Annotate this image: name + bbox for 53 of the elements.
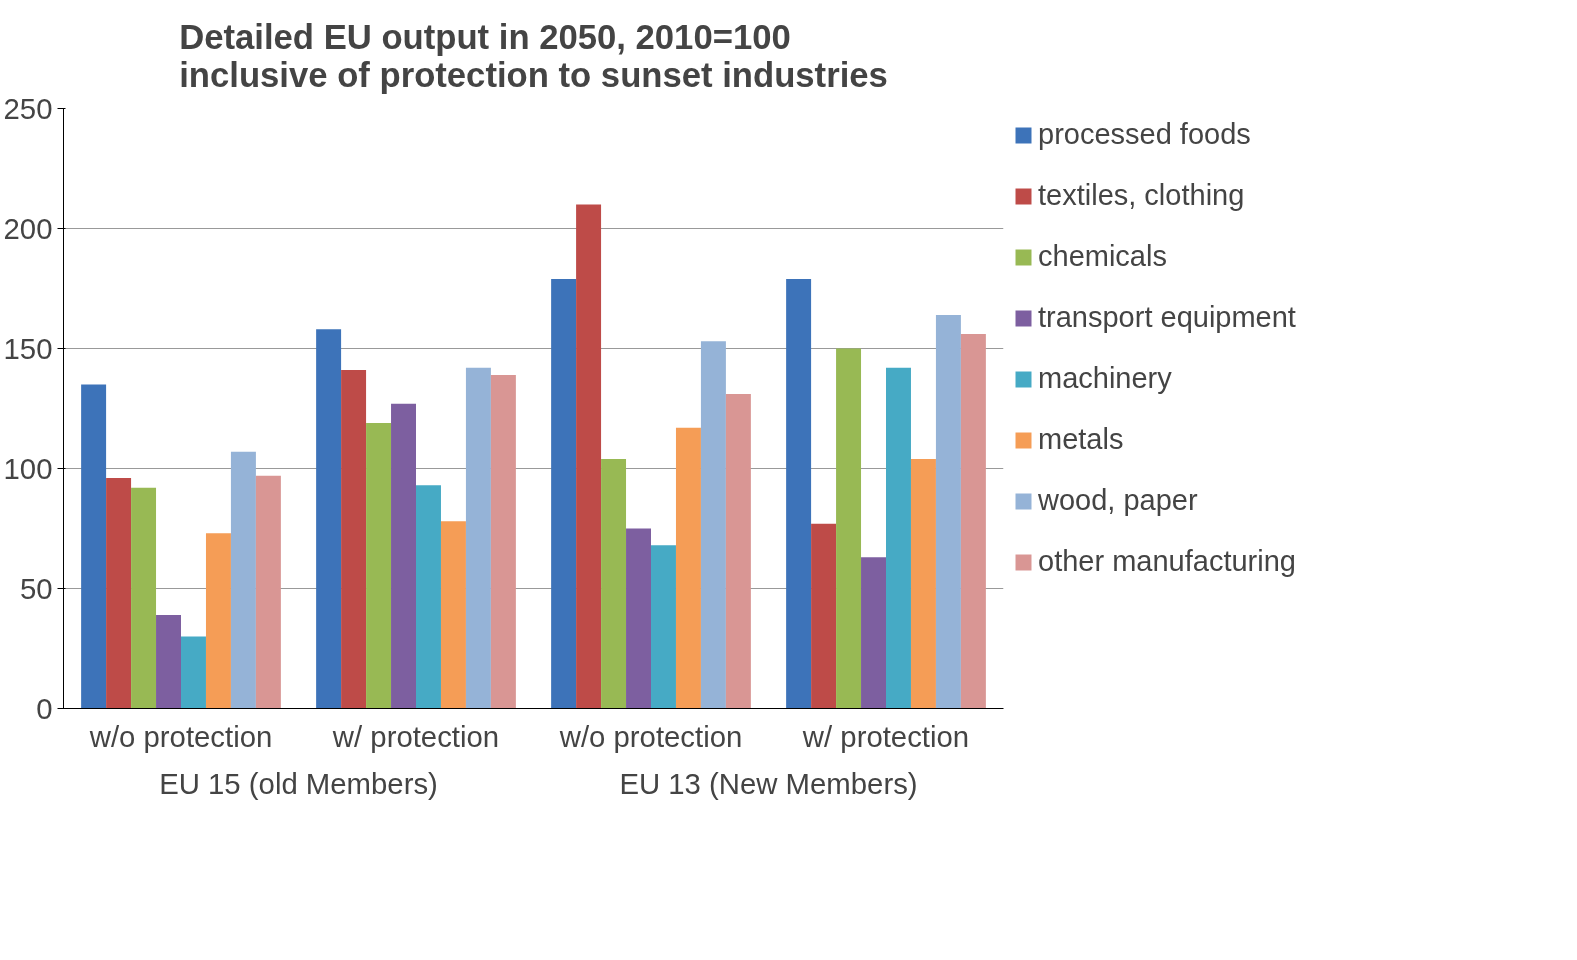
- bar: [490, 374, 516, 709]
- y-tick-label: 50: [19, 571, 53, 605]
- bar: [316, 329, 342, 709]
- x-tick-label: w/ protection: [801, 719, 970, 753]
- legend-label: chemicals: [1038, 240, 1167, 273]
- y-tick-label: 150: [3, 331, 53, 365]
- bar: [205, 533, 231, 709]
- bar: [675, 427, 701, 709]
- bar: [465, 367, 491, 709]
- bar: [836, 348, 862, 709]
- y-tick-label: 200: [3, 211, 53, 245]
- bar: [391, 403, 416, 709]
- chart-title: Detailed EU output in 2050, 2010=100 inclusive of protection to sunset industries: [179, 17, 888, 94]
- bar: [651, 545, 676, 709]
- legend-label: wood, paper: [1038, 484, 1198, 517]
- bar: [725, 394, 751, 709]
- bar: [811, 523, 837, 709]
- legend-label: machinery: [1038, 362, 1172, 395]
- bar: [861, 557, 886, 709]
- bar: [960, 334, 986, 709]
- legend-label: textiles, clothing: [1038, 179, 1245, 212]
- bar: [416, 485, 441, 709]
- legend-label: other manufacturing: [1038, 545, 1296, 578]
- bar: [106, 478, 132, 709]
- bar: [576, 204, 602, 709]
- text: EU 13 (New Members): [619, 766, 918, 800]
- legend-label: processed foods: [1038, 118, 1251, 151]
- bar: [886, 367, 911, 709]
- bar: [341, 370, 367, 709]
- bar: [255, 475, 281, 709]
- bar: [935, 314, 961, 709]
- bar: [131, 487, 157, 709]
- x-tick-label: w/ protection: [331, 719, 500, 753]
- bar: [601, 458, 627, 709]
- x-tick-label: w/o protection: [558, 719, 743, 753]
- legend-label: metals: [1038, 423, 1124, 456]
- bar: [626, 528, 651, 709]
- bar: [551, 278, 577, 709]
- y-tick-label: 0: [36, 691, 53, 725]
- legend-label: transport equipment: [1038, 301, 1296, 334]
- text: EU 15 (old Members): [159, 766, 438, 800]
- bar: [910, 458, 936, 709]
- bar: [440, 521, 466, 709]
- bar: [786, 278, 812, 709]
- bar: [81, 384, 107, 709]
- y-tick-label: 250: [3, 91, 53, 125]
- bar: [230, 451, 256, 709]
- bar: [156, 614, 181, 709]
- x-tick-label: w/o protection: [88, 719, 273, 753]
- y-tick-label: 100: [3, 451, 53, 485]
- bar: [366, 422, 392, 709]
- bar: [700, 341, 726, 709]
- bar: [181, 636, 206, 709]
